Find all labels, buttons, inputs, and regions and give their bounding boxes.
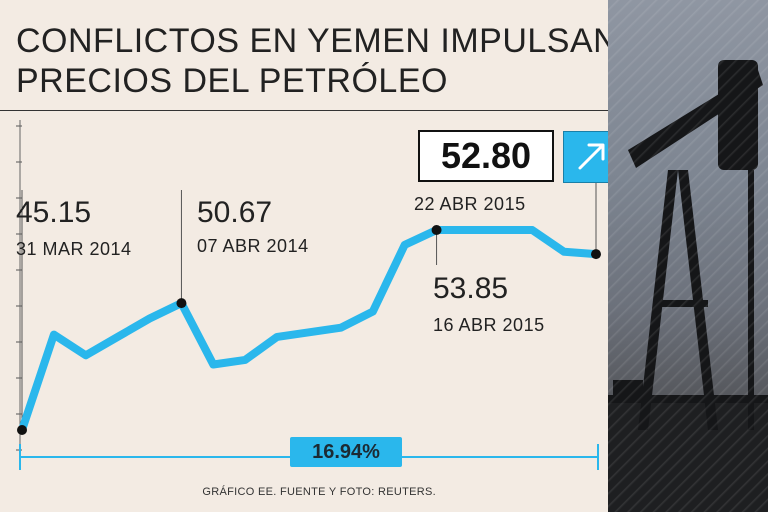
chart-title-line-2: PRECIOS DEL PETRÓLEO [16, 62, 448, 100]
current-price-box: 52.80 [418, 130, 554, 182]
annotation-date-4: 22 ABR 2015 [414, 194, 526, 214]
annotation-value-3: 53.85 [433, 272, 508, 305]
chart-title-line-1: CONFLICTOS EN YEMEN IMPULSAN [16, 22, 619, 60]
oil-pumpjack-photo [608, 0, 768, 512]
annotation-leaders [21, 182, 597, 430]
annotation-point [591, 249, 601, 260]
price-line [18, 226, 600, 434]
annotation-value-2: 50.67 [197, 196, 272, 229]
title-divider [0, 110, 608, 111]
annotation-point [176, 298, 187, 309]
percent-change-badge: 16.94% [290, 437, 402, 467]
annotation-point [431, 225, 442, 235]
line-chart: 45.15 31 MAR 2014 50.67 07 ABR 2014 53.8… [16, 120, 601, 470]
left-tick-marks [16, 120, 22, 470]
annotation-points [17, 225, 601, 435]
chart-panel: CONFLICTOS EN YEMEN IMPULSAN PRECIOS DEL… [0, 22, 619, 498]
annotation-date-1: 31 MAR 2014 [16, 239, 132, 259]
arrow-up-right-icon [578, 143, 605, 170]
annotation-value-1: 45.15 [16, 196, 91, 229]
pumpjack-silhouette [608, 60, 768, 512]
source-credit: GRÁFICO EE. FUENTE Y FOTO: REUTERS. [202, 486, 436, 498]
annotation-date-3: 16 ABR 2015 [433, 315, 545, 335]
annotation-point [17, 425, 27, 435]
annotation-date-2: 07 ABR 2014 [197, 236, 309, 256]
